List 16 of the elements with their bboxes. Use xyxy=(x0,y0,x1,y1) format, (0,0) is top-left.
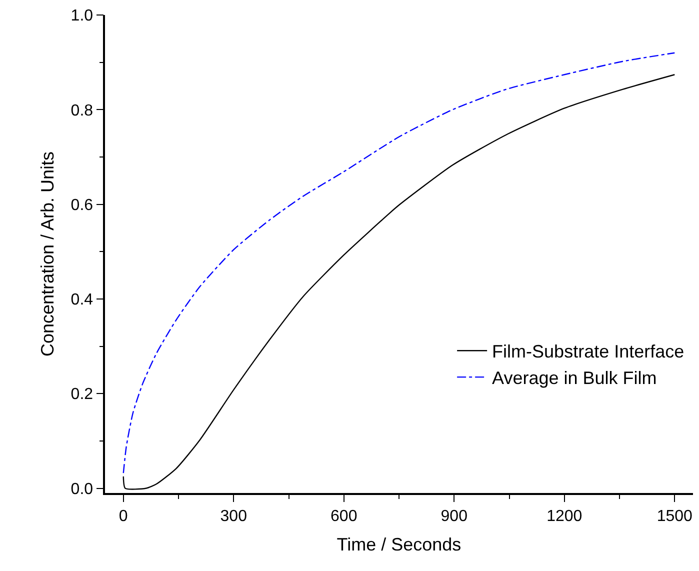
legend-label: Average in Bulk Film xyxy=(492,368,657,388)
x-tick-label: 1500 xyxy=(656,508,693,525)
y-tick-label: 0.2 xyxy=(70,386,94,404)
y-tick-label: 1.0 xyxy=(70,8,94,25)
y-tick-label: 0.6 xyxy=(70,196,94,214)
x-tick-label: 300 xyxy=(220,508,248,525)
x-tick-label: 0 xyxy=(118,508,128,525)
x-axis-title: Time / Seconds xyxy=(336,534,462,555)
legend-label: Film-Substrate Interface xyxy=(492,342,684,362)
y-axis-title: Concentration / Arb. Units xyxy=(38,151,58,357)
y-tick-label: 0.8 xyxy=(70,102,94,120)
y-tick-label: 0.4 xyxy=(70,292,94,309)
y-tick-label: 0.0 xyxy=(70,480,94,498)
x-tick-label: 1200 xyxy=(546,508,582,525)
x-tick-label: 900 xyxy=(440,508,468,525)
x-tick-label: 600 xyxy=(330,508,358,525)
